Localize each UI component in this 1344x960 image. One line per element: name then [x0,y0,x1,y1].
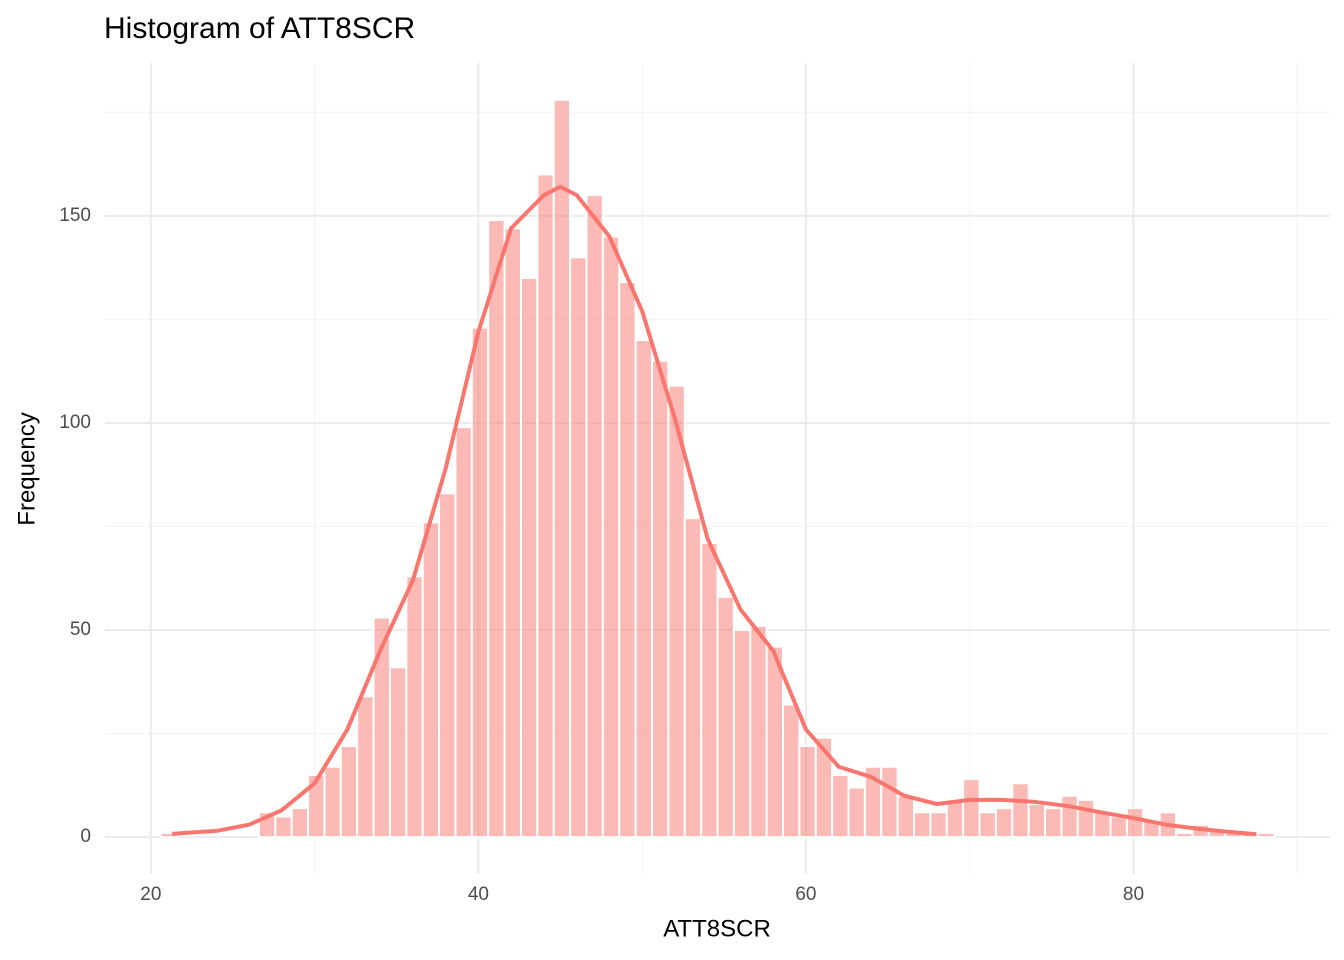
x-tick-label: 80 [1123,884,1144,905]
y-tick-label: 50 [70,619,91,640]
bar [470,326,490,839]
x-tick-label: 40 [468,884,489,905]
bar [1011,782,1030,839]
bar [994,807,1014,839]
y-axis-label: Frequency [13,412,40,525]
bar [896,794,916,839]
bar [1044,807,1063,839]
bar [1027,803,1047,839]
bar [519,276,539,839]
y-tick-label: 0 [80,826,91,847]
bar [552,98,572,839]
bar [634,339,653,839]
bar [601,235,621,839]
bar [1125,807,1145,839]
y-tick-label: 150 [59,205,91,226]
bar [487,218,506,839]
y-tick-label: 100 [59,412,91,433]
bar [683,517,703,839]
bar [962,778,981,839]
bar [388,666,408,839]
bar [945,798,965,839]
bar [274,815,293,839]
bar [650,359,670,839]
bar [421,521,441,839]
bar [1060,794,1079,839]
bar [356,695,375,839]
bar [978,811,997,839]
bar [847,786,866,839]
bar [749,624,768,839]
density-line [172,184,1257,837]
chart-title: Histogram of ATT8SCR [104,12,415,45]
bar [618,281,637,839]
bar [1256,831,1276,839]
bar [765,645,785,839]
bar [880,765,899,839]
bar [536,173,555,839]
bar [782,703,801,839]
x-axis-label: ATT8SCR [663,915,771,942]
bar [831,774,850,839]
bar [929,811,948,839]
bar [700,542,719,839]
bar [503,227,522,839]
bar [339,745,359,839]
bar [290,807,310,839]
bar [323,765,342,839]
bar [1109,815,1128,839]
bar [1093,811,1112,839]
x-tick-label: 20 [140,884,161,905]
bar [438,492,457,839]
bar [1076,798,1096,839]
bar [798,745,817,839]
bar [1175,831,1194,839]
bar [913,811,932,839]
bar [405,575,424,839]
bar [569,256,588,839]
x-tick-label: 60 [795,884,816,905]
bar [716,595,735,839]
bar [585,194,604,839]
bar [454,426,473,839]
bar [732,629,752,839]
